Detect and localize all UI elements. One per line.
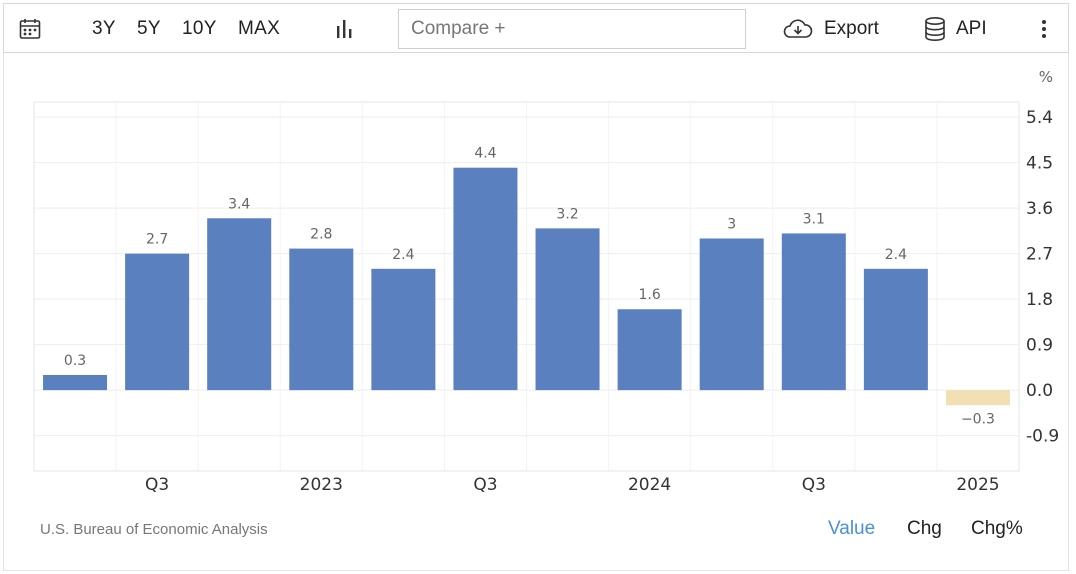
bar-value-label: 3.1: [803, 211, 825, 227]
y-tick-label: 0.9: [1026, 336, 1053, 356]
calendar-icon[interactable]: [18, 4, 42, 54]
compare-input[interactable]: [398, 9, 746, 49]
y-axis-unit: %: [1039, 68, 1053, 86]
bar: [781, 233, 846, 391]
y-tick-label: 3.6: [1026, 199, 1053, 219]
cloud-download-icon: [782, 17, 814, 41]
bar: [125, 253, 190, 391]
x-tick-label: 2024: [628, 475, 671, 495]
bar-value-label: 2.4: [885, 247, 907, 263]
bar-value-label: 3: [727, 216, 736, 232]
bar-value-label: 2.8: [310, 227, 332, 243]
range-5y-button[interactable]: 5Y: [137, 18, 161, 39]
x-tick-label: Q3: [473, 475, 497, 495]
range-3y-button[interactable]: 3Y: [92, 18, 116, 39]
bar-value-label: 3.4: [228, 196, 250, 212]
chart-toolbar: 3Y 5Y 10Y MAX Export API: [3, 3, 1069, 53]
y-tick-label: -0.9: [1026, 427, 1059, 447]
y-tick-label: 0.0: [1026, 381, 1053, 401]
bar: [453, 167, 518, 391]
x-tick-label: 2023: [300, 475, 343, 495]
x-tick-label: 2025: [956, 475, 999, 495]
database-icon: [924, 16, 946, 42]
bar-value-label: 2.7: [146, 232, 168, 248]
bar-value-label: 4.4: [474, 146, 496, 162]
mode-value-button[interactable]: Value: [828, 518, 876, 539]
y-tick-label: 4.5: [1026, 154, 1053, 174]
bar-value-label: 1.6: [638, 287, 660, 303]
bar-chart-icon[interactable]: [334, 4, 356, 54]
bar-value-label: 2.4: [392, 247, 414, 263]
range-10y-button[interactable]: 10Y: [182, 18, 217, 39]
export-label: Export: [824, 18, 879, 39]
bar: [863, 268, 928, 391]
bar: [945, 390, 1010, 406]
x-tick-label: Q3: [145, 475, 169, 495]
bar: [535, 228, 600, 391]
source-label: U.S. Bureau of Economic Analysis: [40, 521, 268, 538]
bar: [289, 248, 354, 391]
bar: [617, 309, 682, 391]
export-button[interactable]: Export: [782, 4, 879, 54]
bar: [43, 374, 108, 391]
range-max-button[interactable]: MAX: [238, 18, 281, 39]
mode-chg-button[interactable]: Chg: [907, 518, 942, 539]
plot-area: [33, 101, 1020, 472]
api-button[interactable]: API: [924, 4, 987, 54]
bar-value-label: 3.2: [556, 206, 578, 222]
bar-value-label: 0.3: [64, 353, 86, 369]
bar-value-label: −0.3: [961, 411, 995, 427]
bar: [207, 218, 272, 391]
y-tick-label: 1.8: [1026, 290, 1053, 310]
y-tick-label: 5.4: [1026, 108, 1053, 128]
api-label: API: [956, 18, 987, 39]
x-tick-label: Q3: [802, 475, 826, 495]
y-tick-label: 2.7: [1026, 245, 1053, 265]
chart-frame: [3, 53, 1069, 571]
bar: [371, 268, 436, 391]
more-vertical-icon[interactable]: [1038, 4, 1050, 54]
bar: [699, 238, 764, 391]
mode-chg-percent-button[interactable]: Chg%: [971, 518, 1023, 539]
